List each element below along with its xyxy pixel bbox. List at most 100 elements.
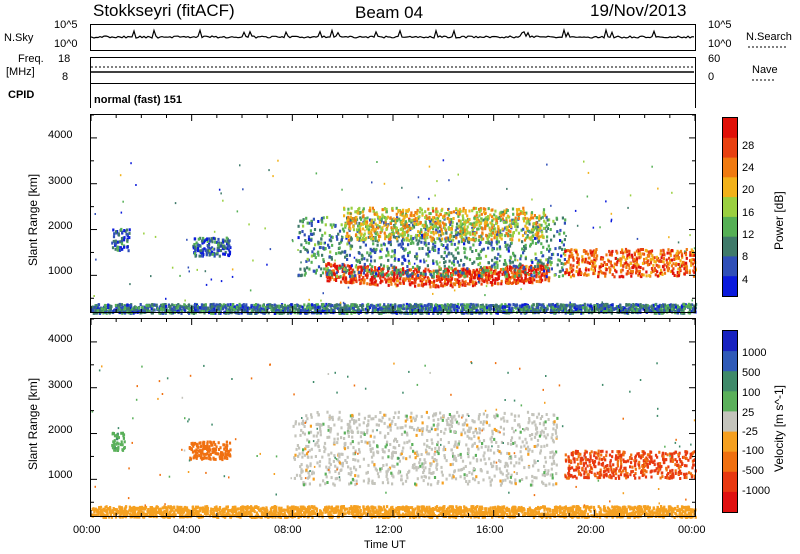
- power-cell: [444, 260, 447, 264]
- power-cell: [465, 232, 468, 236]
- power-cell: [545, 225, 548, 229]
- power-cell: [493, 265, 496, 269]
- power-cell: [305, 259, 308, 263]
- power-cell: [447, 238, 450, 242]
- power-cell: [358, 224, 361, 228]
- power-cell: [615, 263, 618, 267]
- power-cell: [375, 274, 378, 278]
- power-cell: [393, 265, 396, 269]
- power-cell: [194, 245, 197, 249]
- power-cell: [438, 233, 441, 237]
- power-cell: [436, 210, 439, 214]
- power-cell: [346, 231, 349, 235]
- power-cell: [455, 230, 458, 234]
- power-cell: [461, 271, 464, 275]
- power-cell: [496, 263, 499, 267]
- power-cell: [362, 215, 365, 219]
- power-cell: [362, 236, 365, 240]
- power-cell: [514, 258, 517, 262]
- power-cell: [439, 224, 442, 228]
- power-cell: [409, 213, 412, 217]
- power-cell: [546, 218, 549, 222]
- power-cell: [499, 211, 502, 215]
- power-cell: [385, 280, 388, 284]
- power-cell: [538, 214, 541, 218]
- power-cell: [570, 255, 573, 259]
- power-cell: [670, 264, 673, 268]
- power-cell: [405, 276, 408, 280]
- power-cell: [537, 225, 540, 229]
- power-cell: [407, 252, 410, 255]
- power-cell: [675, 274, 679, 278]
- power-colorbar: [722, 117, 738, 297]
- power-cell: [409, 237, 412, 241]
- power-cell: [463, 222, 467, 226]
- power-cell: [440, 282, 443, 286]
- power-cell: [207, 245, 210, 249]
- power-cell: [692, 269, 695, 273]
- power-cell: [661, 265, 665, 269]
- xtick-24: 00:00: [678, 524, 706, 536]
- power-cell: [530, 236, 533, 239]
- freq-label: Freq.: [18, 53, 44, 65]
- power-cell: [402, 269, 405, 273]
- power-cell: [401, 218, 405, 222]
- power-cell: [584, 268, 587, 272]
- power-cell: [475, 231, 478, 235]
- power-cell: [541, 215, 544, 219]
- power-cell: [390, 263, 393, 267]
- power-cell: [487, 272, 490, 276]
- power-cell: [114, 241, 117, 245]
- power-cell: [506, 268, 509, 272]
- power-cell: [545, 272, 548, 275]
- power-cell: [447, 213, 451, 217]
- power-cell: [434, 224, 437, 228]
- power-cell: [535, 231, 538, 235]
- power-cell: [670, 258, 674, 262]
- power-cell: [653, 268, 656, 272]
- power-cell: [619, 263, 623, 267]
- power-cell: [524, 224, 527, 228]
- power-cell: [121, 230, 124, 234]
- power-cell: [575, 250, 578, 254]
- nsky-label: N.Sky: [4, 32, 34, 44]
- power-cell: [372, 247, 375, 251]
- power-cell: [462, 274, 465, 278]
- power-cell: [650, 249, 654, 253]
- power-cell: [302, 246, 305, 250]
- power-cell: [459, 258, 463, 262]
- power-cell: [376, 283, 379, 287]
- power-cell: [677, 274, 680, 278]
- power-cell: [420, 281, 423, 285]
- power-cell: [477, 263, 480, 267]
- power-cell: [655, 255, 659, 259]
- power-cell: [553, 273, 556, 277]
- power-cell: [479, 256, 482, 260]
- power-cell: [432, 236, 435, 240]
- power-cell: [505, 211, 508, 214]
- power-cell: [435, 283, 438, 287]
- power-cell: [530, 211, 534, 215]
- power-cell: [544, 221, 547, 225]
- power-cell: [307, 241, 311, 245]
- power-cell: [314, 256, 317, 260]
- power-cell: [369, 206, 372, 210]
- power-cell: [560, 254, 563, 258]
- power-cell: [114, 247, 117, 251]
- power-cell: [454, 233, 458, 237]
- power-cell: [335, 252, 338, 256]
- power-cell: [386, 265, 389, 269]
- power-cell: [540, 251, 543, 255]
- power-cell: [330, 257, 333, 261]
- power-cell: [390, 219, 393, 223]
- power-cell: [336, 264, 339, 268]
- power-cell: [379, 272, 382, 276]
- power-cell: [562, 252, 565, 256]
- power-cell: [492, 217, 495, 221]
- power-cell: [504, 234, 507, 238]
- power-cell: [625, 261, 628, 265]
- power-cell: [321, 253, 324, 257]
- power-cell: [359, 234, 362, 238]
- power-cell: [495, 233, 499, 237]
- power-cell: [347, 238, 351, 242]
